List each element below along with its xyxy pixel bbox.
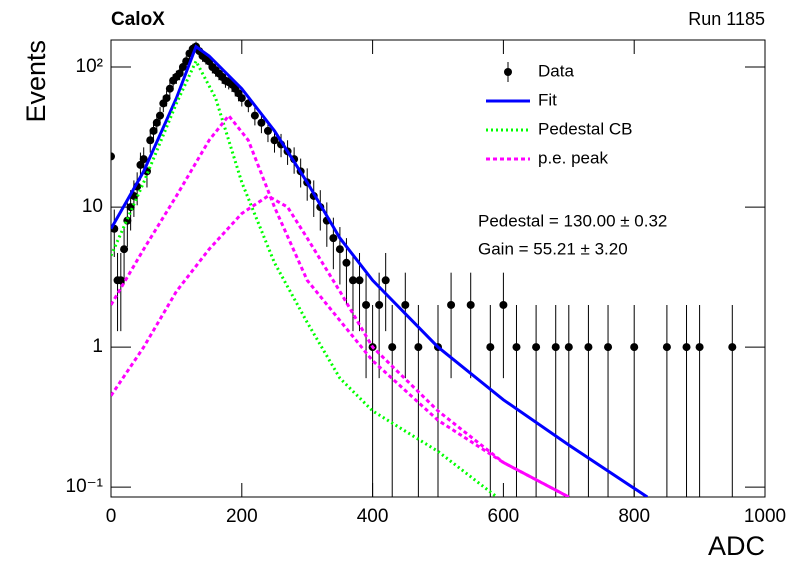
data-point <box>381 276 390 285</box>
data-point <box>162 94 171 103</box>
y-tick-label: 10 <box>82 196 103 217</box>
x-tick-label: 400 <box>357 506 389 527</box>
x-tick-label: 200 <box>226 506 258 527</box>
fit-curve <box>111 194 570 497</box>
data-point <box>564 343 573 352</box>
legend-label: Data <box>538 61 574 80</box>
fit-curve <box>111 44 649 497</box>
data-point <box>447 300 456 309</box>
data-point <box>178 63 187 72</box>
data-point <box>630 343 639 352</box>
data-point <box>237 94 246 103</box>
x-tick-label: 600 <box>488 506 520 527</box>
x-tick-label: 800 <box>618 506 650 527</box>
data-point <box>270 136 279 145</box>
legend-label: Pedestal CB <box>538 119 633 138</box>
annotation: Gain = 55.21 ± 3.20 <box>478 239 628 258</box>
data-point <box>728 343 737 352</box>
data-point <box>466 300 475 309</box>
data-point <box>116 276 125 285</box>
data-point <box>532 343 541 352</box>
data-point <box>111 152 115 161</box>
data-point <box>149 126 158 135</box>
data-point <box>499 300 508 309</box>
data-point <box>250 111 259 120</box>
data-point <box>329 234 338 243</box>
x-tick-label: 1000 <box>744 506 786 527</box>
data-point <box>584 343 593 352</box>
y-tick-label: 10⁻¹ <box>66 476 104 497</box>
data-point <box>139 155 148 164</box>
y-axis-label: Events <box>21 40 51 123</box>
data-point <box>175 69 184 78</box>
data-point <box>120 245 129 254</box>
annotation: Pedestal = 130.00 ± 0.32 <box>478 211 667 230</box>
legend-label: p.e. peak <box>538 148 608 167</box>
y-tick-label: 10² <box>76 56 103 77</box>
fit-curve <box>111 113 570 497</box>
data-point <box>414 343 423 352</box>
data-point <box>257 118 266 127</box>
data-point <box>388 343 397 352</box>
data-point <box>551 343 560 352</box>
data-point <box>335 245 344 254</box>
plot-area <box>111 41 737 497</box>
x-axis-label: ADC <box>708 531 765 561</box>
data-point <box>146 136 155 145</box>
data-point <box>662 343 671 352</box>
data-point <box>362 300 371 309</box>
data-point <box>695 343 704 352</box>
x-tick-label: 0 <box>106 506 117 527</box>
data-point <box>348 276 357 285</box>
data-point <box>682 343 691 352</box>
data-point <box>263 126 272 135</box>
chart-subtitle: Run 1185 <box>688 9 765 29</box>
fit-curve <box>111 57 498 497</box>
data-point <box>512 343 521 352</box>
data-point <box>342 258 351 267</box>
data-point <box>486 343 495 352</box>
y-tick-label: 1 <box>92 336 103 357</box>
data-point <box>375 300 384 309</box>
data-point <box>604 343 613 352</box>
data-point <box>165 84 174 93</box>
legend-swatch <box>504 68 512 76</box>
data-point <box>136 160 145 169</box>
legend-label: Fit <box>538 90 557 109</box>
chart-title: CaloX <box>111 9 165 30</box>
data-point <box>355 276 364 285</box>
data-point <box>152 118 161 127</box>
data-point <box>401 300 410 309</box>
data-point <box>156 111 165 120</box>
